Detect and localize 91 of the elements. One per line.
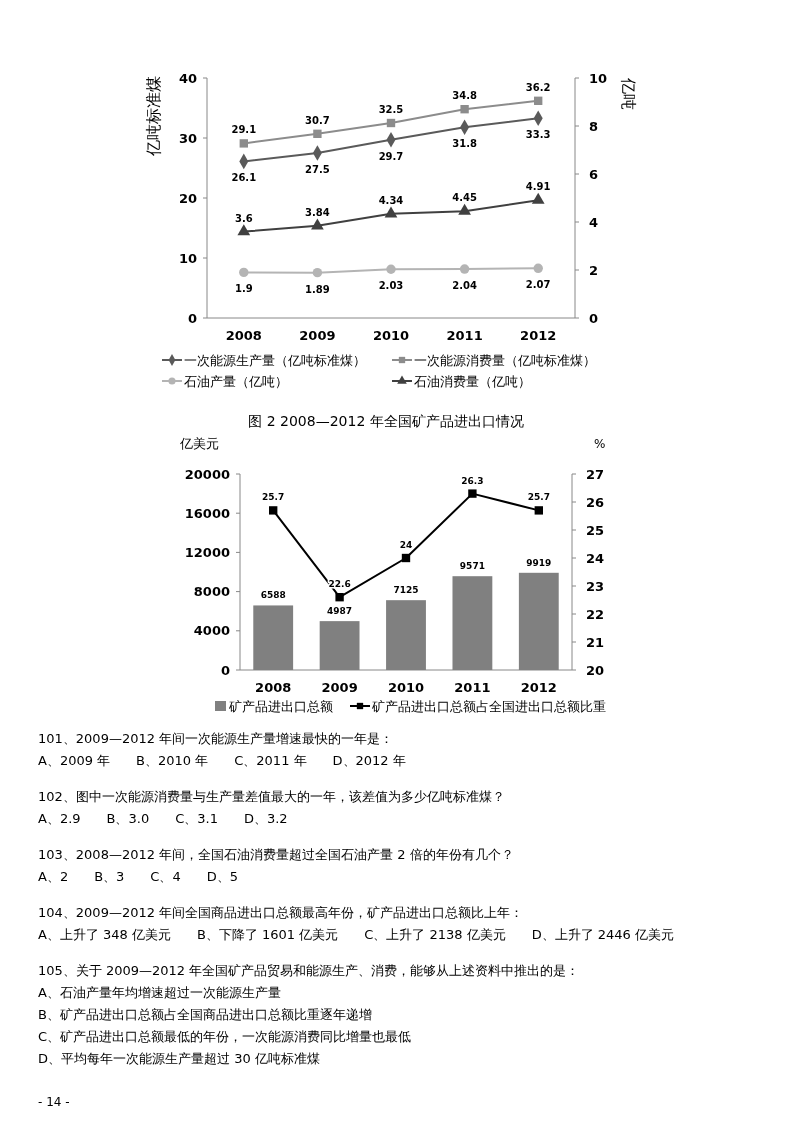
data-label: 36.2: [525, 81, 551, 93]
x-tick-label: 2008: [255, 680, 292, 695]
x-tick-label: 2012: [520, 680, 557, 695]
data-label: 33.3: [525, 129, 551, 141]
text: 105、关于 2009—2012 年全国矿产品贸易和能源生产、消费，能够从上述资料中推出的是： A、石油产量年均增速超过一次能源生产量 B、矿产品进出口总额占全国商品进出口总额比重逐年递增 C、矿产品进出口总额最低的年份，一次能源消费同比增量也最低 D、平均每年一次能源生产量超过 30 亿吨标准煤: [38, 963, 580, 1066]
data-label: 26.1: [231, 172, 257, 184]
y-axis-title: 亿吨标准煤: [144, 76, 163, 157]
y2-axis-title: %: [594, 437, 606, 451]
point: [468, 489, 477, 498]
y-tick-label: 16000: [184, 505, 230, 521]
y-tick-label: 4000: [193, 623, 230, 639]
data-label: 9571: [459, 561, 485, 572]
data-label: 29.1: [231, 124, 257, 136]
data-label: 6588: [260, 590, 286, 601]
data-label: 3.84: [305, 206, 330, 218]
y-tick-label: 0: [220, 662, 230, 678]
data-label: 2.07: [525, 279, 551, 291]
y-tick-label: 12000: [184, 544, 230, 560]
y2-tick-label: 2: [589, 262, 599, 278]
data-label: 25.7: [527, 492, 550, 503]
data-label: 1.89: [305, 283, 330, 295]
x-tick-label: 2008: [225, 328, 262, 343]
y-axis-title: 亿美元: [179, 436, 219, 451]
data-label: 4.34: [378, 194, 404, 206]
data-label: 9919: [526, 557, 552, 568]
data-label: 34.8: [452, 90, 477, 102]
x-tick-label: 2012: [520, 328, 557, 343]
data-label: 27.5: [305, 164, 330, 175]
legend-label: 一次能源生产量（亿吨标准煤）: [184, 352, 366, 368]
y-tick-label: 40: [178, 70, 197, 86]
y2-tick-label: 25: [586, 522, 605, 538]
point: [269, 506, 278, 515]
y2-tick-label: 26: [586, 494, 605, 510]
data-label: 31.8: [452, 138, 477, 150]
y2-tick-label: 20: [586, 662, 605, 678]
x-tick-label: 2009: [321, 680, 358, 695]
y2-tick-label: 22: [586, 606, 605, 622]
point: [386, 118, 396, 128]
point: [239, 139, 248, 148]
data-label: 4.45: [452, 192, 477, 204]
legend-label: 石油产量（亿吨）: [184, 373, 288, 389]
point: [335, 593, 344, 602]
text: - 14 -: [38, 1095, 70, 1109]
chart-title: 图 2 2008—2012 年全国矿产品进出口情况: [248, 413, 524, 429]
x-tick-label: 2010: [387, 680, 425, 695]
point: [313, 129, 322, 138]
y-tick-label: 20000: [184, 466, 230, 482]
data-label: 32.5: [378, 104, 404, 115]
data-label: 2.04: [452, 280, 477, 292]
y2-tick-label: 21: [586, 634, 605, 650]
y2-tick-label: 4: [589, 214, 599, 230]
legend-label: 矿产品进出口总额: [228, 698, 333, 714]
y2-tick-label: 0: [589, 310, 599, 326]
y2-tick-label: 6: [589, 166, 599, 182]
data-label: 7125: [393, 585, 419, 596]
data-label: 4987: [327, 606, 353, 617]
y2-tick-label: 10: [589, 70, 608, 86]
x-tick-label: 2011: [454, 680, 491, 695]
data-label: 30.7: [305, 114, 330, 126]
y2-tick-label: 8: [589, 118, 599, 134]
text: 102、图中一次能源消费量与生产量差值最大的一年，该差值为多少亿吨标准煤？ A、2.9 B、3.0 C、3.1 D、3.2: [38, 789, 505, 826]
data-label: 4.91: [525, 181, 551, 193]
data-label: 2.03: [378, 280, 404, 292]
y-tick-label: 30: [178, 130, 197, 146]
y2-tick-label: 24: [586, 550, 605, 566]
legend-label: 矿产品进出口总额占全国进出口总额比重: [371, 698, 606, 714]
text: 101、2009—2012 年间一次能源生产量增速最快的一年是： A、2009 年 B、2010 年 C、2011 年 D、2012 年: [38, 731, 406, 768]
data-label: 25.7: [262, 492, 285, 503]
y2-axis-title: 亿吨: [619, 77, 638, 110]
data-label: 29.7: [378, 150, 404, 162]
legend-label: 一次能源消费量（亿吨标准煤）: [414, 352, 596, 368]
data-label: 1.9: [234, 283, 253, 295]
y-tick-label: 20: [178, 190, 197, 206]
point: [534, 96, 543, 105]
y-tick-label: 0: [187, 310, 197, 326]
point: [401, 553, 411, 563]
data-label: 3.6: [234, 212, 253, 224]
data-label: 26.3: [461, 475, 484, 486]
x-tick-label: 2009: [299, 328, 336, 343]
x-tick-label: 2011: [446, 328, 483, 343]
text: 103、2008—2012 年间，全国石油消费量超过全国石油产量 2 倍的年份有几个？ A、2 B、3 C、4 D、5: [38, 847, 514, 884]
y-tick-label: 8000: [193, 584, 230, 600]
y2-tick-label: 23: [586, 578, 605, 594]
legend-label: 石油消费量（亿吨）: [414, 373, 531, 389]
point: [460, 105, 469, 114]
data-label: 24: [399, 540, 413, 550]
y2-tick-label: 27: [586, 466, 605, 482]
y-tick-label: 10: [178, 250, 197, 266]
text: 104、2009—2012 年间全国商品进出口总额最高年份，矿产品进出口总额比上年： A、上升了 348 亿美元 B、下降了 1601 亿美元 C、上升了 2138 亿美元 D、上升了 2446 亿美元: [38, 905, 675, 942]
x-tick-label: 2010: [372, 328, 410, 343]
point: [534, 506, 543, 515]
